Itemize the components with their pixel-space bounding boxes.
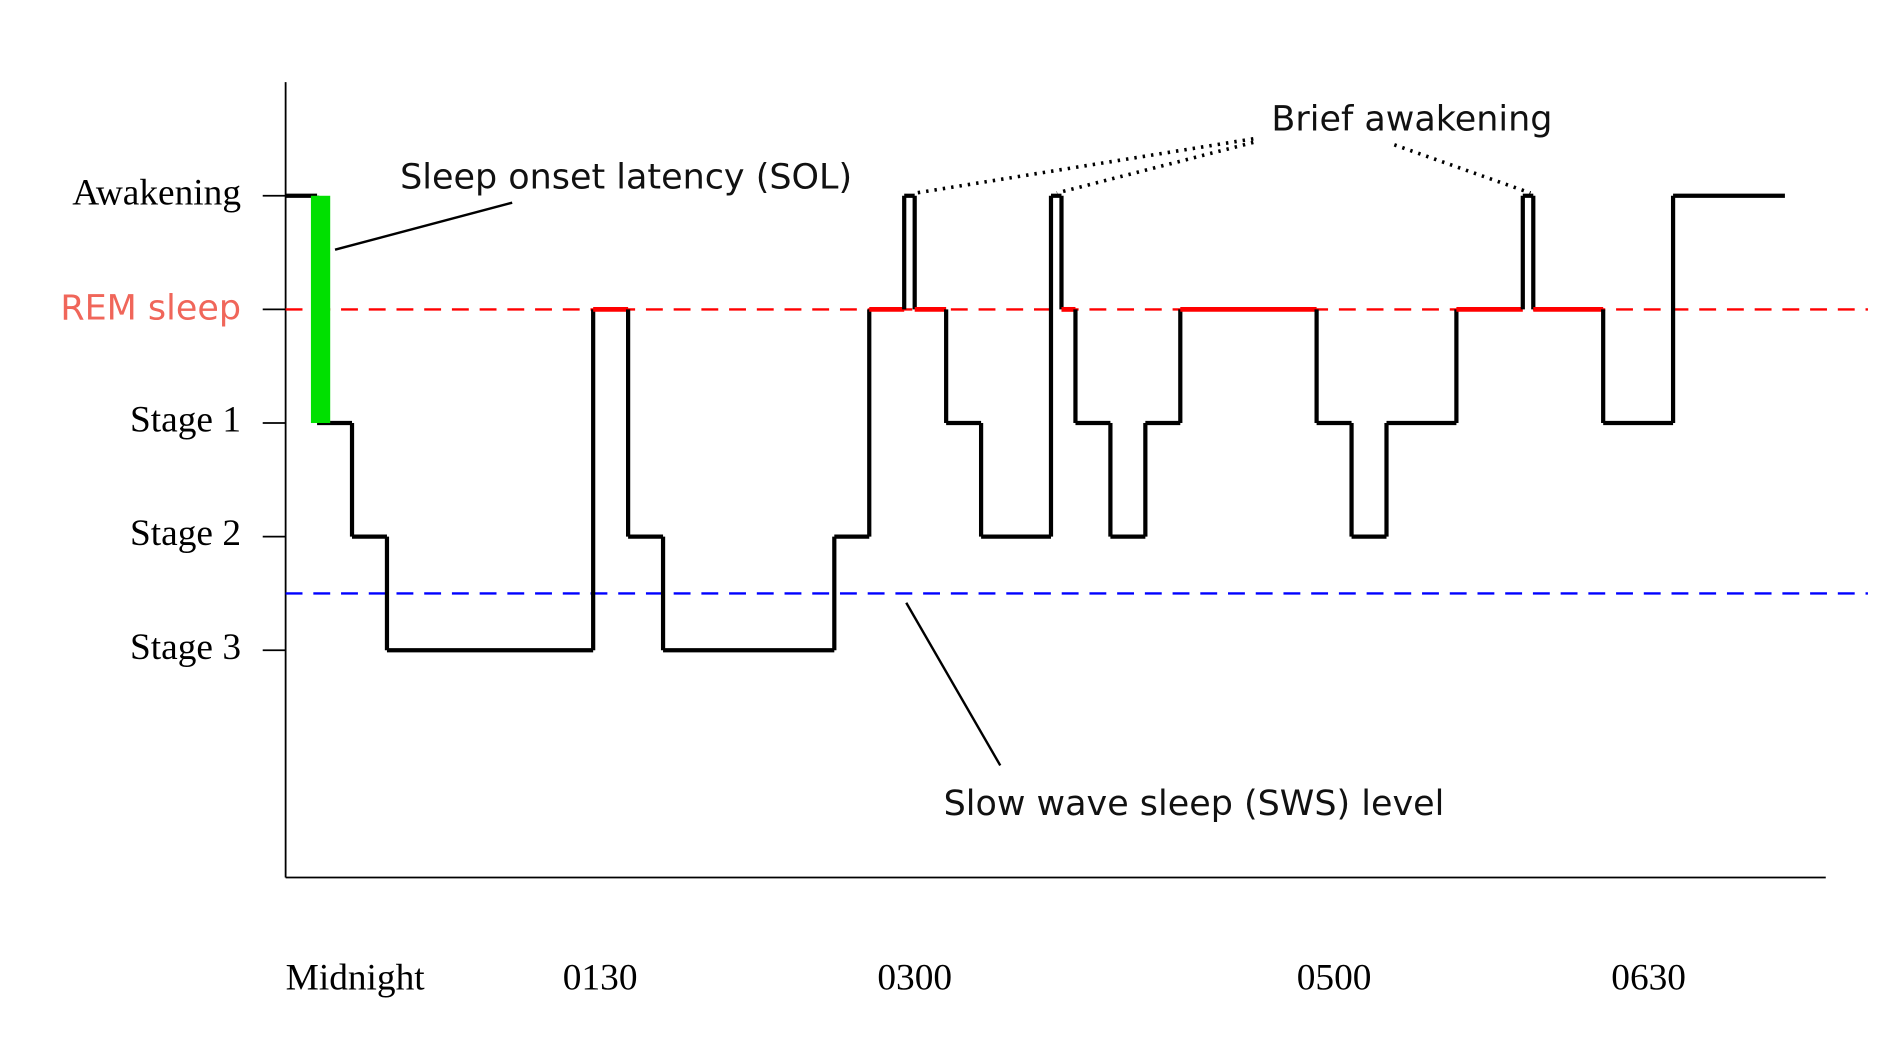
annotation-line <box>334 201 513 251</box>
y-tick-label: Awakening <box>72 172 241 213</box>
annotation-line <box>1056 140 1254 195</box>
sol-bar <box>310 195 331 424</box>
y-tick-label: Stage 2 <box>130 513 241 554</box>
annotation-line <box>1393 143 1532 195</box>
y-tick-label: REM sleep <box>60 288 241 328</box>
y-tick-label: Stage 3 <box>130 627 241 668</box>
annotation: Brief awakening <box>1271 100 1552 140</box>
annotation: Sleep onset latency (SOL) <box>400 158 852 198</box>
x-tick-label: Midnight <box>286 958 426 999</box>
annotation-line <box>915 136 1254 195</box>
y-tick-label: Stage 1 <box>130 400 241 441</box>
annotation-line <box>905 602 1002 767</box>
x-tick-label: 0300 <box>877 958 952 999</box>
x-tick-label: 0130 <box>563 958 638 999</box>
x-tick-label: 0500 <box>1297 958 1372 999</box>
x-tick-label: 0630 <box>1611 958 1686 999</box>
annotation-lines <box>915 136 1532 195</box>
annotation: Slow wave sleep (SWS) level <box>944 784 1445 824</box>
